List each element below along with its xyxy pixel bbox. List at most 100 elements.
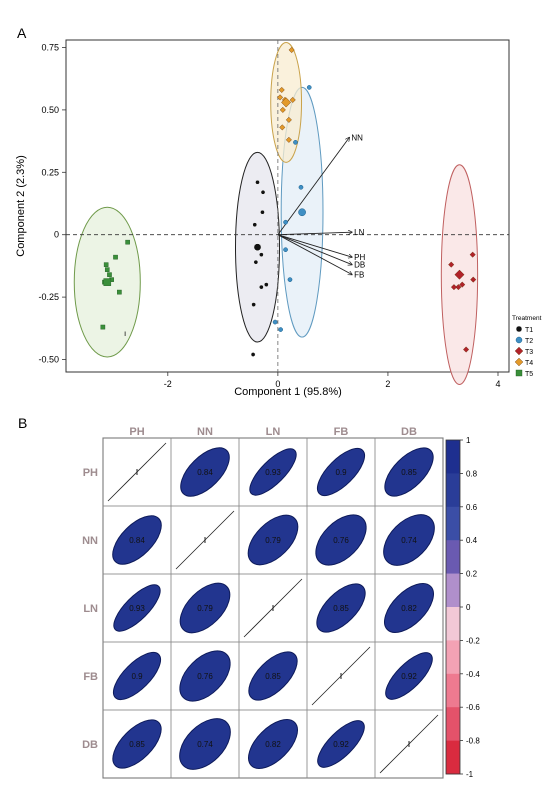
corr-label-0-3: 0.9	[335, 468, 347, 477]
corr-label-3-0: 0.9	[131, 672, 143, 681]
point-t2-6	[272, 319, 278, 325]
point-t5-0	[125, 239, 130, 245]
point-t1-5	[253, 259, 259, 265]
colorbar-label-4: 0.2	[466, 570, 478, 579]
corr-ellipse-2-4	[384, 583, 434, 633]
colorbar-segment-5	[446, 607, 460, 641]
colorbar-segment-6	[446, 640, 460, 675]
corr-ellipse-2-3	[316, 583, 366, 633]
point-t2-2	[298, 184, 304, 190]
x-axis-label: Component 1 (95.8%)	[234, 386, 342, 398]
point-t5-2	[103, 262, 109, 267]
colorbar-label-9: -0.8	[466, 737, 480, 746]
corr-label-3-4: 0.92	[401, 672, 417, 681]
point-t4-7	[279, 124, 286, 131]
correlation-grid: 0.84 0.93 0.9 0.85 0.84 0.79 0.76 0.74 0.93 0.79 0…	[102, 437, 444, 779]
legend-swatch-t5	[515, 369, 523, 377]
col-label-ln: LN	[266, 426, 281, 438]
y-tick-label-0: -0.50	[38, 355, 59, 365]
corr-ellipse-3-1	[179, 650, 231, 702]
colorbar-label-3: 0.4	[466, 536, 478, 545]
col-label-db: DB	[401, 426, 417, 438]
x-axis-ticks: -2 0 2 4	[164, 372, 501, 389]
corr-ellipse-1-3	[315, 514, 367, 566]
corr-ellipse-0-3	[316, 447, 366, 497]
y-tick-label-5: 0.75	[41, 42, 59, 52]
legend-label-t3: T3	[525, 349, 533, 356]
loading-arrow-ln	[277, 232, 352, 236]
col-label-fb: FB	[334, 426, 349, 438]
colorbar-segment-2	[446, 506, 460, 541]
legend-label-t4: T4	[525, 360, 533, 367]
treatment-legend: Treatment T1 T2 T3 T4 T5	[512, 315, 542, 378]
colorbar-segment-7	[446, 673, 460, 708]
corr-label-2-4: 0.82	[401, 604, 417, 613]
point-t4-2	[277, 94, 284, 101]
point-t1-4	[259, 252, 264, 258]
centroid-t2	[298, 208, 306, 217]
point-t2-0	[306, 85, 312, 90]
point-t1-0	[255, 179, 260, 185]
point-t3-0	[448, 261, 455, 268]
point-t4-4	[289, 96, 296, 103]
corr-ellipse-4-0	[112, 719, 162, 769]
colorbar-label-1: 0.8	[466, 469, 478, 478]
colorbar-label-8: -0.6	[466, 703, 480, 712]
colorbar-segment-8	[446, 707, 460, 741]
corr-label-0-1: 0.84	[197, 468, 213, 477]
corr-label-0-2: 0.93	[265, 468, 281, 477]
point-t5-8	[117, 289, 122, 295]
point-t4-0	[288, 46, 295, 53]
legend-swatch-t1	[515, 325, 523, 333]
confidence-ellipses	[73, 41, 479, 385]
panel-b-label: B	[18, 415, 27, 431]
point-t2-3	[283, 219, 288, 225]
y-tick-label-1: -0.25	[38, 292, 59, 302]
y-tick-label-3: 0.25	[41, 167, 59, 177]
corr-label-3-1: 0.76	[197, 672, 213, 681]
corr-ellipse-0-1	[180, 447, 230, 497]
corr-ellipse-4-1	[179, 718, 231, 770]
corr-label-3-2: 0.85	[265, 672, 281, 681]
corr-label-1-4: 0.74	[401, 536, 417, 545]
corr-ellipse-0-4	[384, 447, 434, 497]
corr-ellipse-3-0	[112, 651, 162, 701]
centroid-t1	[253, 243, 262, 252]
x-tick-label-0: -2	[164, 379, 172, 389]
panel-b-correlation-matrix: B 0.84 0.93 0.9 0.85 0.84 0.79 0.76 0.74 0.93 0.7…	[18, 415, 480, 779]
y-tick-label-4: 0.50	[41, 105, 59, 115]
corr-label-2-0: 0.93	[129, 604, 145, 613]
point-t2-4	[283, 247, 288, 253]
colorbar-segment-9	[446, 740, 460, 775]
corr-label-2-1: 0.79	[197, 604, 213, 613]
corr-label-4-1: 0.74	[197, 740, 213, 749]
row-label-ln: LN	[83, 603, 98, 615]
corr-label-2-3: 0.85	[333, 604, 349, 613]
corr-ellipse-1-4	[383, 514, 435, 566]
point-t4-6	[285, 116, 292, 123]
row-label-nn: NN	[82, 535, 98, 547]
corr-label-0-4: 0.85	[401, 468, 417, 477]
stray-mark: ı	[124, 329, 126, 338]
point-t4-8	[285, 136, 292, 143]
x-tick-label-1: 0	[275, 379, 280, 389]
corr-ellipse-1-0	[112, 515, 162, 565]
corr-ellipse-2-1	[179, 582, 231, 634]
point-t1-2	[260, 209, 265, 215]
cell-4-4	[374, 709, 444, 779]
legend-swatch-t2	[515, 336, 523, 344]
point-t1-6	[259, 284, 264, 290]
centroid-t5	[103, 278, 112, 286]
legend-label-t2: T2	[525, 338, 533, 345]
col-label-ph: PH	[129, 426, 144, 438]
pca-plot-frame	[65, 39, 510, 373]
corr-ellipse-3-4	[385, 652, 433, 700]
loading-arrow-ph	[277, 234, 352, 257]
legend-title: Treatment	[512, 315, 542, 322]
colorbar-label-5: 0	[466, 603, 471, 612]
point-t5-4	[107, 272, 112, 277]
colorbar-segment-4	[446, 573, 460, 608]
legend-label-t5: T5	[525, 371, 533, 378]
colorbar-label-2: 0.6	[466, 503, 478, 512]
